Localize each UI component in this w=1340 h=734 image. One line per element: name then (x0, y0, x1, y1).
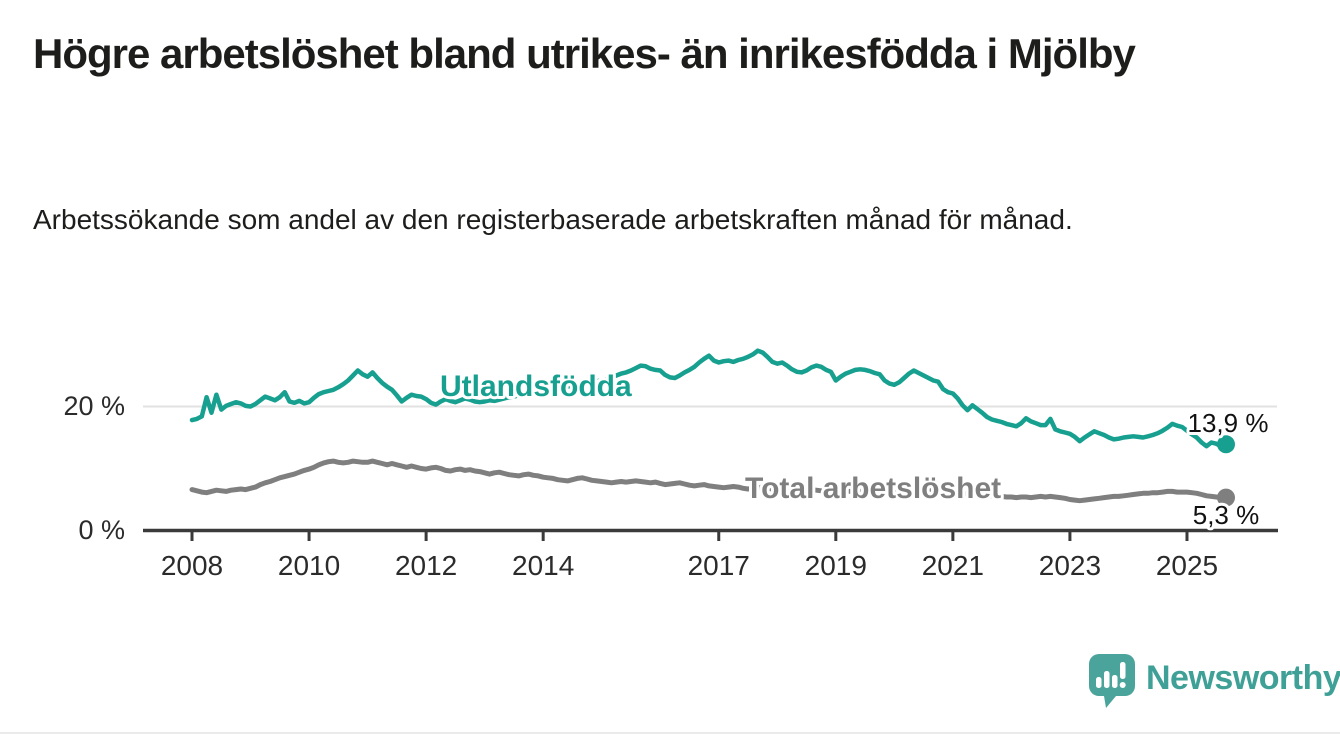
bottom-border (0, 732, 1340, 734)
x-tick-label: 2014 (512, 550, 574, 581)
x-tick-label: 2019 (805, 550, 867, 581)
series-line-utlandsfodda (189, 348, 1229, 449)
newsworthy-logo-text: Newsworthy (1146, 658, 1340, 697)
x-tick-label: 2025 (1156, 550, 1218, 581)
series-end-dot-utlandsfodda (1217, 435, 1235, 454)
newsworthy-logo-icon (1089, 654, 1135, 708)
end-value-label-utlandsfodda: 13,9 % (1188, 408, 1269, 438)
newsworthy-logo: Newsworthy (1087, 652, 1340, 710)
y-tick-label-20: 20 % (63, 391, 125, 421)
x-axis-ticks: 2008 2010 2012 2014 2017 2019 2021 2023 2025 (161, 531, 1218, 581)
page-title: Högre arbetslöshet bland utrikes- än inr… (33, 30, 1136, 77)
x-tick-label: 2021 (922, 550, 984, 581)
x-tick-label: 2023 (1039, 550, 1101, 581)
logo-bars (1096, 662, 1126, 688)
x-tick-label: 2017 (688, 550, 750, 581)
y-tick-label-0: 0 % (78, 515, 125, 545)
x-tick-label: 2008 (161, 550, 223, 581)
series-end-dot-total-arbetsloshet (1217, 488, 1235, 507)
page-subtitle: Arbetssökande som andel av den registerb… (33, 204, 1073, 235)
series-label-utlandsfodda: Utlandsfödda (440, 370, 632, 403)
end-value-label-total-arbetsloshet: 5,3 % (1193, 500, 1260, 530)
x-tick-label: 2012 (395, 550, 457, 581)
series-line-total-arbetsloshet (189, 458, 1229, 504)
series-label-total-arbetsloshet: Total arbetslöshet (745, 472, 1001, 505)
x-tick-label: 2010 (278, 550, 340, 581)
